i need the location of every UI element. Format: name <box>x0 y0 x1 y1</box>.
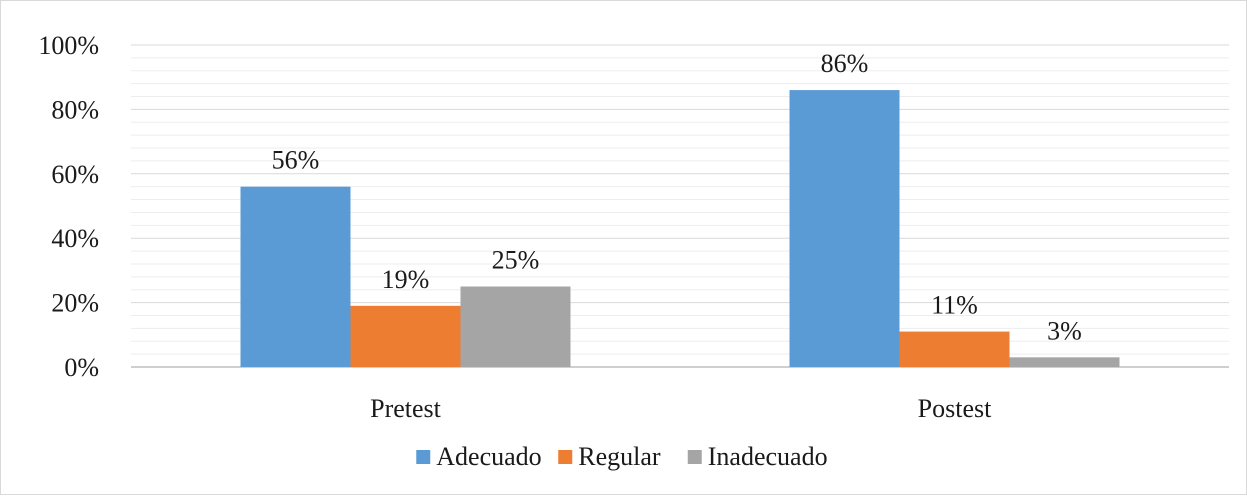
data-label: 19% <box>382 265 430 294</box>
data-label: 25% <box>492 246 540 275</box>
bar-inadecuado-pretest <box>460 286 571 367</box>
category-label: Pretest <box>370 394 442 423</box>
legend-swatch <box>416 450 431 464</box>
legend-label: Regular <box>578 442 661 471</box>
bar-adecuado-pretest <box>240 186 351 367</box>
x-axis: Pretest Postest <box>370 394 992 423</box>
data-label: 11% <box>931 291 978 320</box>
bars <box>240 90 1120 367</box>
data-labels: 56% 19% 25% 86% 11% 3% <box>272 49 1082 345</box>
bar-regular-pretest <box>350 305 461 367</box>
bar-regular-postest <box>899 331 1010 367</box>
legend-swatch <box>558 450 573 464</box>
bar-adecuado-postest <box>789 90 900 367</box>
y-axis: 0% 20% 40% 60% 80% 100% <box>38 31 1229 382</box>
legend-item-inadecuado[interactable]: Inadecuado <box>687 442 828 471</box>
data-label: 86% <box>821 49 869 78</box>
y-tick-label: 60% <box>51 160 99 189</box>
legend-item-adecuado[interactable]: Adecuado <box>416 442 542 471</box>
category-label: Postest <box>918 394 992 423</box>
y-tick-label: 40% <box>51 224 99 253</box>
bar-inadecuado-postest <box>1009 357 1120 367</box>
y-tick-label: 80% <box>51 95 99 124</box>
data-label: 3% <box>1047 316 1082 345</box>
legend-swatch <box>687 450 702 464</box>
legend-item-regular[interactable]: Regular <box>558 442 661 471</box>
data-label: 56% <box>272 146 320 175</box>
y-tick-label: 100% <box>38 31 99 60</box>
legend[interactable]: Adecuado Regular Inadecuado <box>416 442 828 471</box>
legend-label: Adecuado <box>436 442 541 471</box>
y-tick-label: 20% <box>51 289 99 318</box>
y-tick-label: 0% <box>64 353 99 382</box>
legend-label: Inadecuado <box>708 442 828 471</box>
